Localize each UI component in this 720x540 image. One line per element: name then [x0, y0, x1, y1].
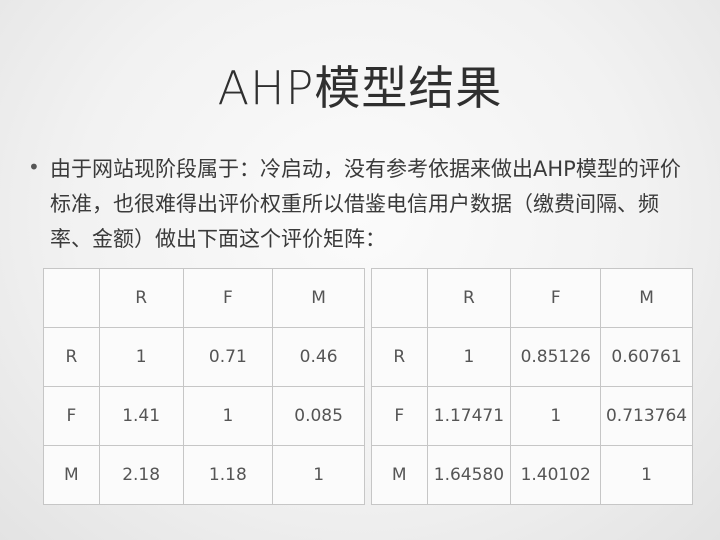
table-cell: 0.85126 — [510, 327, 602, 387]
table-header-cell: F — [510, 268, 602, 328]
table-header-cell: F — [182, 268, 274, 328]
table-cell: 1.17471 — [426, 386, 512, 446]
table-header-cell — [43, 268, 100, 328]
body-paragraph: 由于网站现阶段属于：冷启动，没有参考依据来做出AHP模型的评价标准，也很难得出评… — [50, 157, 681, 251]
table-header-row: R F M — [43, 268, 365, 328]
table-cell: 0.085 — [272, 386, 365, 446]
table-cell: 0.46 — [272, 327, 365, 387]
table-cell: 1.18 — [182, 445, 274, 505]
table-row: R 1 0.71 0.46 — [43, 327, 365, 387]
table-header-cell: R — [98, 268, 184, 328]
table-cell: 0.713764 — [600, 386, 693, 446]
table-cell: 1 — [98, 327, 184, 387]
table-row: F 1.17471 1 0.713764 — [371, 386, 693, 446]
row-label-cell: F — [43, 386, 100, 446]
table-cell: 2.18 — [98, 445, 184, 505]
table-cell: 1 — [182, 386, 274, 446]
table-cell: 1 — [426, 327, 512, 387]
table-header-row: R F M — [371, 268, 693, 328]
table-header-cell: M — [272, 268, 365, 328]
row-label-cell: R — [43, 327, 100, 387]
table-cell: 0.60761 — [600, 327, 693, 387]
table-cell: 1.41 — [98, 386, 184, 446]
table-cell: 1 — [600, 445, 693, 505]
slide-title: AHP模型结果 — [217, 61, 503, 115]
row-label-cell: R — [371, 327, 428, 387]
table-row: M 1.64580 1.40102 1 — [371, 445, 693, 505]
row-label-cell: F — [371, 386, 428, 446]
row-label-cell: M — [43, 445, 100, 505]
evaluation-matrix-1: R F M R 1 0.71 0.46 F 1.41 1 0.085 M 2.1… — [43, 268, 365, 505]
table-cell: 0.71 — [182, 327, 274, 387]
table-cell: 1 — [510, 386, 602, 446]
table-header-cell: M — [600, 268, 693, 328]
bullet-marker: • — [28, 155, 40, 179]
table-header-cell — [371, 268, 428, 328]
table-cell: 1 — [272, 445, 365, 505]
evaluation-matrix-2: R F M R 1 0.85126 0.60761 F 1.17471 1 0.… — [371, 268, 693, 505]
table-header-cell: R — [426, 268, 512, 328]
table-cell: 1.64580 — [426, 445, 512, 505]
row-label-cell: M — [371, 445, 428, 505]
table-row: F 1.41 1 0.085 — [43, 386, 365, 446]
table-row: R 1 0.85126 0.60761 — [371, 327, 693, 387]
table-cell: 1.40102 — [510, 445, 602, 505]
table-row: M 2.18 1.18 1 — [43, 445, 365, 505]
